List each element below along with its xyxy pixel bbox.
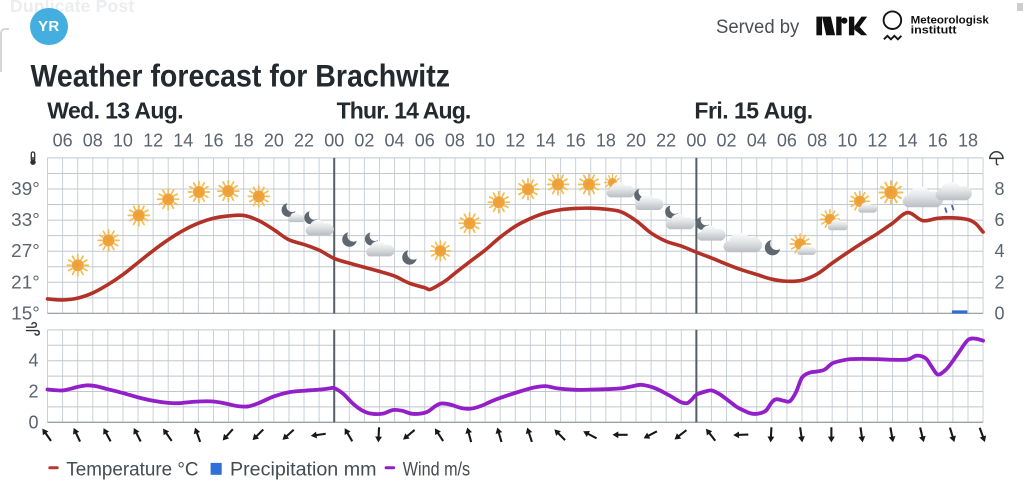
svg-text:12: 12: [143, 130, 163, 150]
svg-text:18: 18: [234, 130, 254, 150]
svg-text:04: 04: [385, 130, 405, 150]
svg-text:Weather forecast for Brachwitz: Weather forecast for Brachwitz: [31, 58, 451, 94]
svg-text:16: 16: [928, 130, 948, 150]
svg-text:4: 4: [28, 351, 38, 371]
svg-text:08: 08: [807, 130, 827, 150]
svg-text:33°: 33°: [11, 210, 40, 230]
svg-text:2: 2: [995, 272, 1005, 292]
svg-text:2: 2: [28, 382, 38, 402]
svg-text:Wind m/s: Wind m/s: [403, 459, 470, 480]
svg-text:20: 20: [264, 130, 284, 150]
svg-text:12: 12: [867, 130, 887, 150]
svg-text:27°: 27°: [11, 241, 40, 261]
svg-text:Thur. 14 Aug.: Thur. 14 Aug.: [337, 97, 472, 123]
svg-text:6: 6: [995, 210, 1005, 230]
svg-text:22: 22: [656, 130, 676, 150]
svg-text:02: 02: [354, 130, 374, 150]
svg-text:14: 14: [898, 130, 918, 150]
svg-text:00: 00: [324, 130, 344, 150]
svg-text:22: 22: [294, 130, 314, 150]
svg-text:20: 20: [626, 130, 646, 150]
svg-text:18: 18: [596, 130, 616, 150]
svg-text:16: 16: [203, 130, 223, 150]
svg-text:8: 8: [995, 179, 1005, 199]
svg-text:10: 10: [113, 130, 133, 150]
svg-text:12: 12: [505, 130, 525, 150]
svg-text:18: 18: [958, 130, 978, 150]
svg-text:06: 06: [415, 130, 435, 150]
svg-text:00: 00: [686, 130, 706, 150]
svg-text:08: 08: [83, 130, 103, 150]
svg-text:Precipitation mm: Precipitation mm: [230, 459, 377, 480]
svg-text:14: 14: [535, 130, 555, 150]
svg-text:4: 4: [995, 241, 1005, 261]
svg-text:institutt: institutt: [911, 24, 957, 36]
svg-text:06: 06: [53, 130, 73, 150]
svg-text:16: 16: [566, 130, 586, 150]
svg-text:0: 0: [995, 303, 1005, 323]
svg-text:Temperature °C: Temperature °C: [66, 459, 198, 480]
svg-text:10: 10: [837, 130, 857, 150]
svg-text:06: 06: [777, 130, 797, 150]
svg-text:21°: 21°: [11, 272, 40, 292]
svg-text:02: 02: [717, 130, 737, 150]
svg-text:14: 14: [173, 130, 193, 150]
svg-text:Wed. 13 Aug.: Wed. 13 Aug.: [47, 97, 183, 123]
svg-text:Served by: Served by: [716, 16, 800, 38]
svg-text:15°: 15°: [11, 303, 40, 323]
svg-text:0: 0: [28, 412, 38, 432]
svg-text:Meteorologisk: Meteorologisk: [911, 15, 990, 27]
svg-text:10: 10: [475, 130, 495, 150]
svg-text:08: 08: [445, 130, 465, 150]
svg-text:04: 04: [747, 130, 767, 150]
svg-text:39°: 39°: [11, 179, 40, 199]
svg-text:Fri. 15 Aug.: Fri. 15 Aug.: [694, 97, 813, 123]
